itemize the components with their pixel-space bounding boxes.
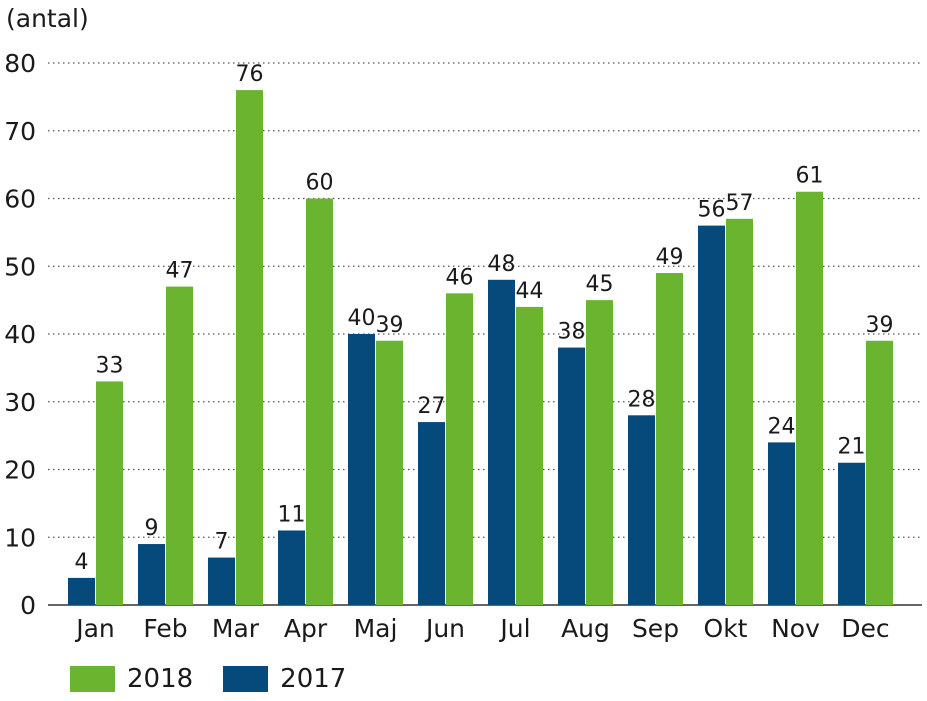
y-tick-label-10: 10 xyxy=(4,523,36,552)
data-label-2017-Aug: 38 xyxy=(558,320,586,345)
data-label-2018-Dec: 39 xyxy=(866,313,894,338)
y-tick-label-20: 20 xyxy=(4,456,36,485)
data-label-2018-Jul: 44 xyxy=(516,279,544,304)
bar-2017-Nov xyxy=(768,442,795,605)
data-label-2017-Jan: 4 xyxy=(75,550,89,575)
bar-2018-Aug xyxy=(586,300,613,605)
bar-2017-Maj xyxy=(348,334,375,605)
bar-2018-Maj xyxy=(376,340,403,605)
x-tick-label-Mar: Mar xyxy=(212,614,260,643)
bar-2018-Feb xyxy=(166,286,193,605)
x-tick-label-Jul: Jul xyxy=(498,614,530,643)
bar-2017-Okt xyxy=(698,225,725,605)
data-label-2017-Nov: 24 xyxy=(768,414,796,439)
bar-2018-Okt xyxy=(726,218,753,605)
bar-2018-Jun xyxy=(446,293,473,605)
bar-2017-Feb xyxy=(138,544,165,605)
data-label-2017-Jun: 27 xyxy=(418,394,446,419)
bar-2018-Mar xyxy=(236,90,263,606)
legend-swatch-2017 xyxy=(223,666,269,692)
y-axis-ticks: 0 10 20 30 40 50 60 70 80 xyxy=(4,49,36,620)
x-tick-label-Dec: Dec xyxy=(841,614,889,643)
data-label-2018-Jan: 33 xyxy=(96,353,124,378)
x-tick-label-Jun: Jun xyxy=(424,614,465,643)
bar-2017-Dec xyxy=(838,462,865,605)
bar-2017-Sep xyxy=(628,415,655,605)
data-label-2018-Okt: 57 xyxy=(726,191,754,216)
y-tick-label-80: 80 xyxy=(4,49,36,78)
legend-item-2017: 2017 xyxy=(223,664,346,694)
data-label-2018-Apr: 60 xyxy=(306,171,334,196)
bar-2017-Apr xyxy=(278,530,305,605)
y-tick-label-70: 70 xyxy=(4,117,36,146)
legend-item-2018: 2018 xyxy=(70,664,193,694)
data-label-2017-Jul: 48 xyxy=(488,252,516,277)
data-label-2018-Mar: 76 xyxy=(236,62,264,87)
y-tick-label-40: 40 xyxy=(4,320,36,349)
x-tick-label-Okt: Okt xyxy=(704,614,748,643)
legend-label-2018: 2018 xyxy=(127,664,194,694)
bar-2018-Jul xyxy=(516,306,543,605)
x-tick-label-Feb: Feb xyxy=(143,614,187,643)
x-axis-ticks: Jan Feb Mar Apr Maj Jun Jul Aug Sep Okt Nov Dec xyxy=(74,614,889,643)
x-tick-label-Sep: Sep xyxy=(632,614,679,643)
x-tick-label-Nov: Nov xyxy=(771,614,820,643)
data-label-2017-Okt: 56 xyxy=(698,198,726,223)
data-label-2018-Nov: 61 xyxy=(796,164,824,189)
bar-2018-Nov xyxy=(796,191,823,605)
bar-2017-Aug xyxy=(558,347,585,605)
bar-2018-Dec xyxy=(866,340,893,605)
y-tick-label-30: 30 xyxy=(4,388,36,417)
data-label-2017-Apr: 11 xyxy=(278,502,306,527)
data-label-2018-Sep: 49 xyxy=(656,245,684,270)
data-label-2018-Feb: 47 xyxy=(166,259,194,284)
data-label-2017-Maj: 40 xyxy=(348,306,376,331)
data-label-2017-Mar: 7 xyxy=(215,530,229,555)
bar-2018-Jan xyxy=(96,381,123,605)
data-label-2017-Sep: 28 xyxy=(628,387,656,412)
y-axis-unit-label: (antal) xyxy=(6,4,89,33)
bar-2017-Jun xyxy=(418,422,445,605)
gridlines xyxy=(48,62,922,606)
data-label-2018-Jun: 46 xyxy=(446,265,474,290)
legend-label-2017: 2017 xyxy=(280,664,347,694)
bar-2018-Apr xyxy=(306,198,333,605)
y-tick-label-0: 0 xyxy=(20,591,36,620)
y-tick-label-60: 60 xyxy=(4,185,36,214)
legend: 2018 2017 xyxy=(70,664,376,694)
bar-2017-Mar xyxy=(208,557,235,605)
x-tick-label-Jan: Jan xyxy=(74,614,115,643)
x-tick-label-Maj: Maj xyxy=(354,614,398,643)
data-label-2017-Dec: 21 xyxy=(838,435,866,460)
legend-swatch-2018 xyxy=(70,666,115,692)
x-tick-label-Aug: Aug xyxy=(561,614,610,643)
bar-2017-Jan xyxy=(68,577,95,605)
y-tick-label-50: 50 xyxy=(4,252,36,281)
data-label-2017-Feb: 9 xyxy=(145,516,159,541)
bar-2018-Sep xyxy=(656,273,683,605)
data-label-2018-Maj: 39 xyxy=(376,313,404,338)
data-label-2018-Aug: 45 xyxy=(586,272,614,297)
x-tick-label-Apr: Apr xyxy=(284,614,328,643)
bar-2017-Jul xyxy=(488,279,515,605)
